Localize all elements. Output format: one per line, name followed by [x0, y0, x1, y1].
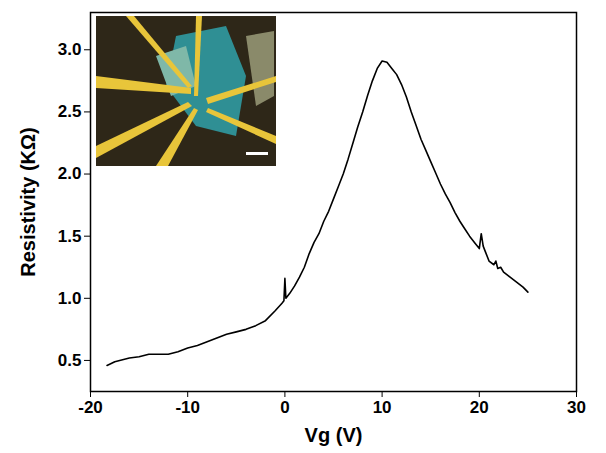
svg-text:0: 0	[280, 398, 289, 417]
svg-text:-10: -10	[175, 398, 200, 417]
svg-text:-20: -20	[78, 398, 103, 417]
svg-text:Resistivity (KΩ): Resistivity (KΩ)	[17, 127, 39, 276]
svg-text:2.0: 2.0	[58, 164, 82, 183]
svg-text:0.5: 0.5	[58, 351, 82, 370]
svg-text:30: 30	[567, 398, 586, 417]
svg-text:10: 10	[373, 398, 392, 417]
svg-text:1.5: 1.5	[58, 227, 82, 246]
svg-text:3.0: 3.0	[58, 40, 82, 59]
svg-text:1.0: 1.0	[58, 289, 82, 308]
svg-text:Vg (V): Vg (V)	[305, 424, 363, 446]
svg-text:2.5: 2.5	[58, 102, 82, 121]
svg-text:20: 20	[470, 398, 489, 417]
